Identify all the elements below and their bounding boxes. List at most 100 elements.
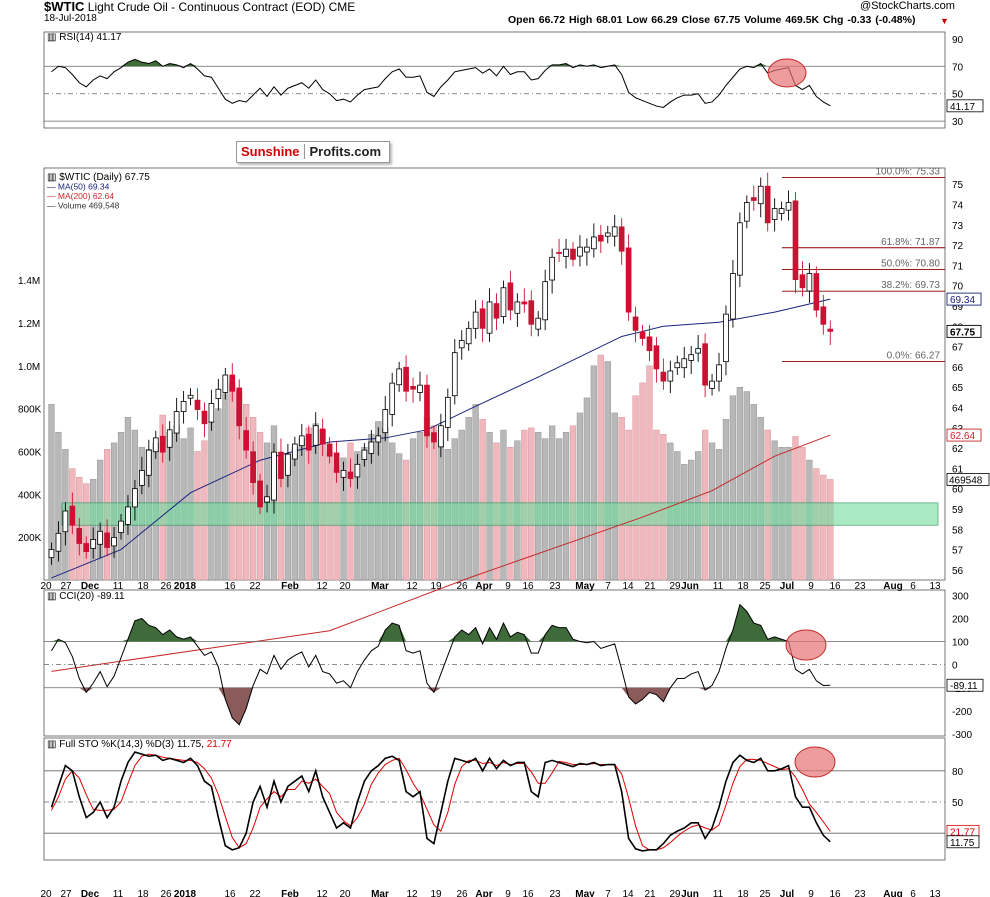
- candle-body: [653, 345, 660, 370]
- x-axis-label-1-16: Apr: [475, 889, 492, 897]
- candle-body: [646, 336, 653, 352]
- x-axis-label-0-25: Jun: [681, 581, 699, 592]
- rsi-axis-label-0: 90: [952, 35, 964, 46]
- candle-body: [424, 384, 430, 437]
- price-axis-label-18: 57: [952, 546, 964, 557]
- volume-bar: [750, 404, 757, 581]
- candle-body: [208, 403, 215, 423]
- candle-body: [709, 380, 715, 389]
- volume-bar: [729, 395, 737, 581]
- chart-date: 18-Jul-2018: [44, 13, 97, 24]
- candle-body: [326, 443, 333, 457]
- volume-bar: [229, 382, 236, 581]
- x-axis-label-0-26: 11: [713, 581, 724, 592]
- candle-body: [285, 453, 291, 476]
- volume-bar: [215, 408, 222, 581]
- price-tag-close: [946, 324, 982, 338]
- cci-axis-label-0: 300: [952, 591, 969, 602]
- candle-body: [250, 451, 256, 483]
- logo-profits: Profits.com: [309, 144, 382, 159]
- rsi-line: [51, 58, 831, 108]
- x-axis-label-0-20: May: [575, 581, 595, 592]
- sto-panel-frame: [43, 737, 946, 861]
- price-legend-2: — MA(200) 62.64: [47, 191, 114, 201]
- candle-body: [382, 409, 389, 434]
- brand-label[interactable]: @StockCharts.com: [860, 0, 955, 12]
- candle-body: [660, 371, 667, 382]
- price-tag-text-ma50: 69.34: [950, 295, 975, 306]
- title-exchange: CME: [328, 0, 356, 14]
- x-axis-label-0-34: 6: [910, 581, 916, 592]
- fib-label-2: 50.0%: 70.80: [881, 258, 940, 269]
- candle-body: [507, 282, 514, 311]
- candle-body: [90, 539, 97, 549]
- cci-line: [51, 603, 831, 726]
- chart-title: $WTIC Light Crude Oil - Continuous Contr…: [44, 0, 355, 14]
- candle-body: [695, 348, 701, 354]
- candle-body: [76, 528, 83, 544]
- x-axis-label-0-2: Dec: [81, 581, 100, 592]
- cci-value-tag-text: -89.11: [950, 681, 978, 692]
- candle-body: [333, 452, 340, 473]
- candle-body: [458, 340, 465, 349]
- candle-body: [799, 274, 806, 289]
- price-tag-text-ma200: 62.64: [950, 431, 975, 442]
- cci-axis-label-5: -200: [952, 707, 972, 718]
- candle-body: [236, 387, 243, 427]
- x-axis-label-1-35: 13: [929, 889, 941, 897]
- candle-body: [83, 543, 90, 552]
- x-axis-label-1-15: 26: [456, 889, 468, 897]
- x-axis-label-0-0: 20: [40, 581, 52, 592]
- rsi-axis-label-3: 30: [952, 117, 964, 128]
- sto-highlight-circle: [794, 746, 836, 778]
- price-legend-0: ▥ $WTIC (Daily) 67.75: [47, 172, 150, 183]
- candle-body: [584, 246, 590, 253]
- x-axis-label-1-18: 16: [522, 889, 534, 897]
- x-axis-label-0-12: Mar: [371, 581, 389, 592]
- x-axis-label-1-31: 16: [829, 889, 841, 897]
- x-axis-label-0-24: 29: [669, 581, 681, 592]
- candle-body: [716, 364, 722, 382]
- x-axis-label-1-0: 20: [40, 889, 52, 897]
- candle-body: [305, 433, 312, 451]
- candle-body: [271, 451, 277, 501]
- x-axis-label-1-24: 29: [669, 889, 681, 897]
- x-axis-label-0-8: 22: [249, 581, 261, 592]
- candle-body: [827, 328, 834, 332]
- candle-body: [347, 471, 354, 479]
- volume-bar: [736, 386, 743, 581]
- candle-body: [159, 435, 166, 453]
- x-axis-label-1-22: 14: [622, 889, 634, 897]
- candle-body: [521, 301, 528, 305]
- candle-body: [312, 425, 319, 446]
- candle-body: [667, 370, 674, 382]
- support-zone: [61, 502, 939, 526]
- candle-body: [389, 382, 396, 415]
- candle-body: [62, 510, 69, 533]
- candle-body: [702, 343, 708, 386]
- x-axis-label-0-5: 26: [160, 581, 172, 592]
- x-axis-label-0-18: 16: [522, 581, 534, 592]
- cci-axis-label-1: 200: [952, 614, 969, 625]
- volume-bar: [55, 431, 62, 581]
- candle-body: [486, 301, 493, 334]
- rsi-axis-label-2: 50: [952, 90, 964, 101]
- candle-body: [723, 313, 729, 363]
- rsi-axis-label-1: 70: [952, 62, 964, 73]
- candle-body: [549, 256, 555, 281]
- cci-value-tag: [946, 678, 984, 692]
- price-axis-label-14: 61: [952, 464, 964, 475]
- x-axis-label-0-30: 9: [808, 581, 814, 592]
- volume-bar: [632, 395, 639, 581]
- price-axis-label-2: 73: [952, 221, 964, 232]
- candle-body: [243, 430, 250, 451]
- x-axis-label-1-33: Aug: [883, 889, 902, 897]
- price-axis-label-5: 70: [952, 282, 964, 293]
- x-axis-label-0-19: 23: [549, 581, 561, 592]
- candle-body: [417, 384, 423, 393]
- rsi-value-tag-text: 41.17: [950, 102, 975, 113]
- price-axis-label-6: 69: [952, 302, 964, 313]
- volume-bar: [479, 419, 486, 581]
- price-legend-3: — Volume 469,548: [47, 201, 120, 211]
